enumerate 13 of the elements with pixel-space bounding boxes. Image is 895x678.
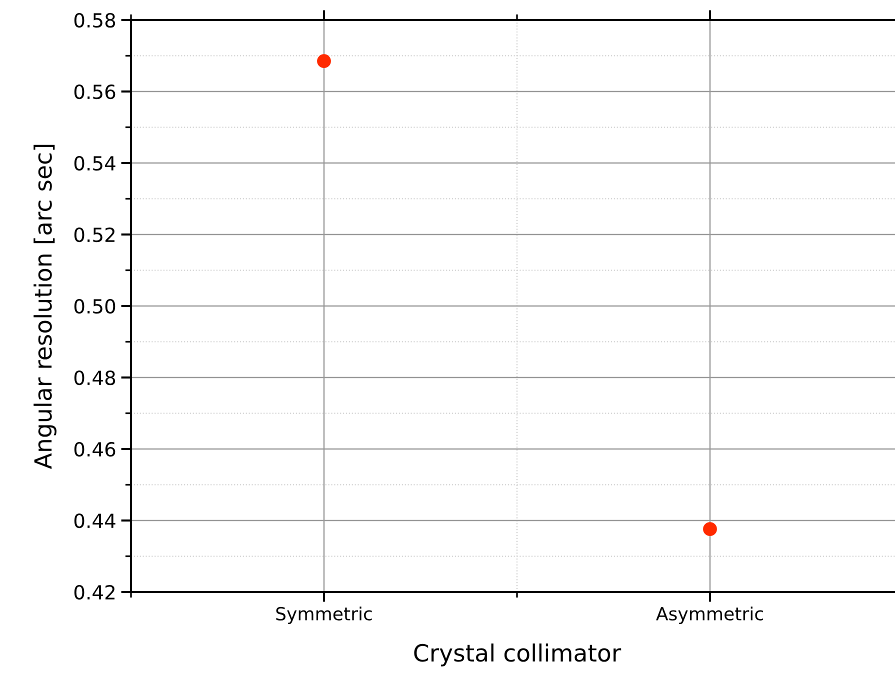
y-tick-label: 0.50 xyxy=(74,298,116,314)
y-tick-label: 0.46 xyxy=(74,442,116,457)
x-tick-label: Symmetric xyxy=(276,606,372,624)
y-tick-label: 0.42 xyxy=(74,584,114,600)
y-tick-label: 0.54 xyxy=(74,156,116,171)
y-tick-label: 0.52 xyxy=(74,227,114,242)
y-tick-label: 0.58 xyxy=(74,12,116,28)
y-tick-label: 0.48 xyxy=(74,370,116,386)
y-tick-label: 0.44 xyxy=(74,513,116,528)
x-axis-title: Crystal collimator xyxy=(414,644,622,666)
y-tick-label: 0.56 xyxy=(74,84,116,100)
x-tick-label: Asymmetric xyxy=(656,606,763,624)
y-axis-title: Angular resolution [arc sec] xyxy=(34,144,56,470)
